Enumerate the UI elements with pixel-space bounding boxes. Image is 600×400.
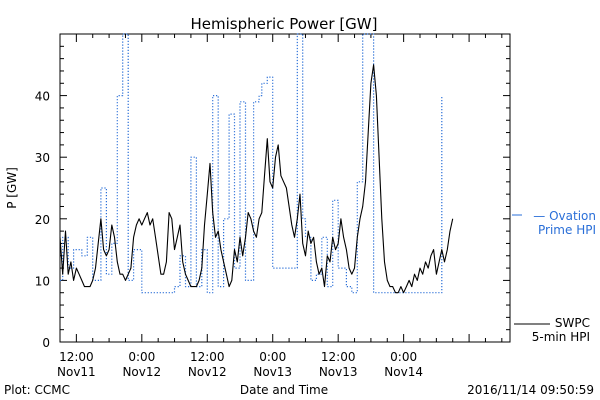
series-line-swpc xyxy=(59,64,454,294)
x-tick-label-date: Nov12 xyxy=(188,365,227,379)
x-tick-label-time: 0:00 xyxy=(128,350,155,364)
legend-label-ovation-line2: Prime HPI xyxy=(538,223,596,237)
y-tick-label: 10 xyxy=(35,274,50,288)
x-tick-label-time: 0:00 xyxy=(390,350,417,364)
legend-label-swpc-line2: 5-min HPI xyxy=(532,330,590,344)
footer-timestamp: 2016/11/14 09:50:59 xyxy=(467,383,594,397)
footer-credit: Plot: CCMC xyxy=(4,383,70,397)
x-tick-label-time: 12:00 xyxy=(59,350,94,364)
legend-label-swpc-line1: SWPC xyxy=(555,316,590,330)
plot-frame xyxy=(59,33,511,343)
y-tick-label: 40 xyxy=(35,90,50,104)
x-tick-label-time: 0:00 xyxy=(259,350,286,364)
legend-label-ovation-line1: — Ovation xyxy=(533,209,596,223)
x-tick-label-time: 12:00 xyxy=(190,350,225,364)
x-tick-label-date: Nov12 xyxy=(122,365,161,379)
plot-area: 01020304012:00Nov110:00Nov1212:00Nov120:… xyxy=(35,33,511,379)
x-tick-label-date: Nov13 xyxy=(319,365,358,379)
x-axis-label: Date and Time xyxy=(240,383,328,397)
x-tick-label-time: 12:00 xyxy=(321,350,356,364)
chart-title: Hemispheric Power [GW] xyxy=(191,15,378,33)
x-tick-label-date: Nov14 xyxy=(384,365,423,379)
y-axis-label: P [GW] xyxy=(5,167,19,209)
y-tick-label: 20 xyxy=(35,213,50,227)
y-tick-label: 0 xyxy=(42,336,50,350)
x-tick-label-date: Nov13 xyxy=(253,365,292,379)
y-tick-label: 30 xyxy=(35,151,50,165)
x-tick-label-date: Nov11 xyxy=(57,365,96,379)
